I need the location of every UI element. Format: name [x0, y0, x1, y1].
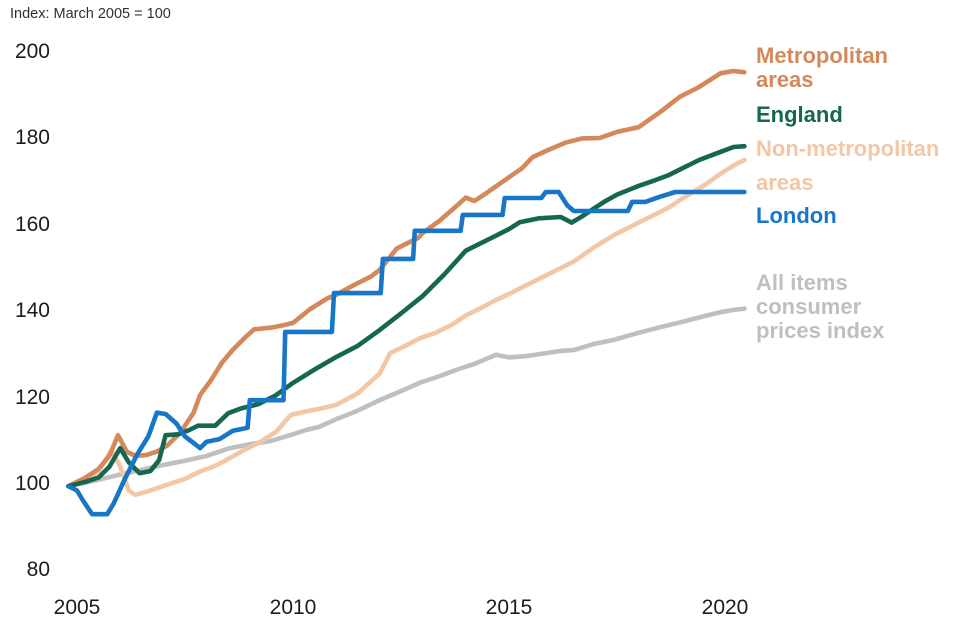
y-tick-200: 200	[14, 40, 50, 63]
series-label-all-items-consumer-prices-index-line-2: consumer	[756, 294, 862, 319]
series-label-non-metropolitan-areas-line-2: areas	[756, 170, 814, 195]
series-label-all-items-consumer-prices-index-line-1: All items	[756, 270, 848, 295]
series-line-england	[66, 143, 747, 489]
y-tick-140: 140	[14, 299, 50, 323]
series-label-non-metropolitan-areas-line-1: Non-metropolitan	[756, 136, 940, 161]
y-tick-100: 100	[14, 472, 50, 495]
series-label-metropolitan-areas-line-1: Metropolitan	[756, 43, 888, 68]
y-tick-80: 80	[26, 558, 50, 582]
series-line-non-metropolitan-areas	[66, 157, 747, 498]
chart-title: Index: March 2005 = 100	[10, 6, 171, 22]
y-tick-180: 180	[14, 126, 50, 150]
x-tick-2020: 2020	[701, 596, 749, 619]
series-line-london	[66, 189, 747, 517]
x-tick-2005: 2005	[53, 596, 101, 619]
y-tick-120: 120	[14, 385, 50, 409]
series-label-all-items-consumer-prices-index-line-3: prices index	[756, 318, 885, 343]
x-tick-2015: 2015	[485, 596, 533, 619]
series-label-metropolitan-areas-line-2: areas	[756, 67, 814, 92]
series-line-all-items-consumer-prices-index	[66, 306, 747, 489]
x-tick-2010: 2010	[269, 596, 317, 619]
y-tick-160: 160	[14, 212, 50, 236]
series-line-metropolitan-areas	[66, 68, 747, 489]
series-label-london: London	[756, 203, 837, 228]
series-label-england: England	[756, 102, 843, 127]
